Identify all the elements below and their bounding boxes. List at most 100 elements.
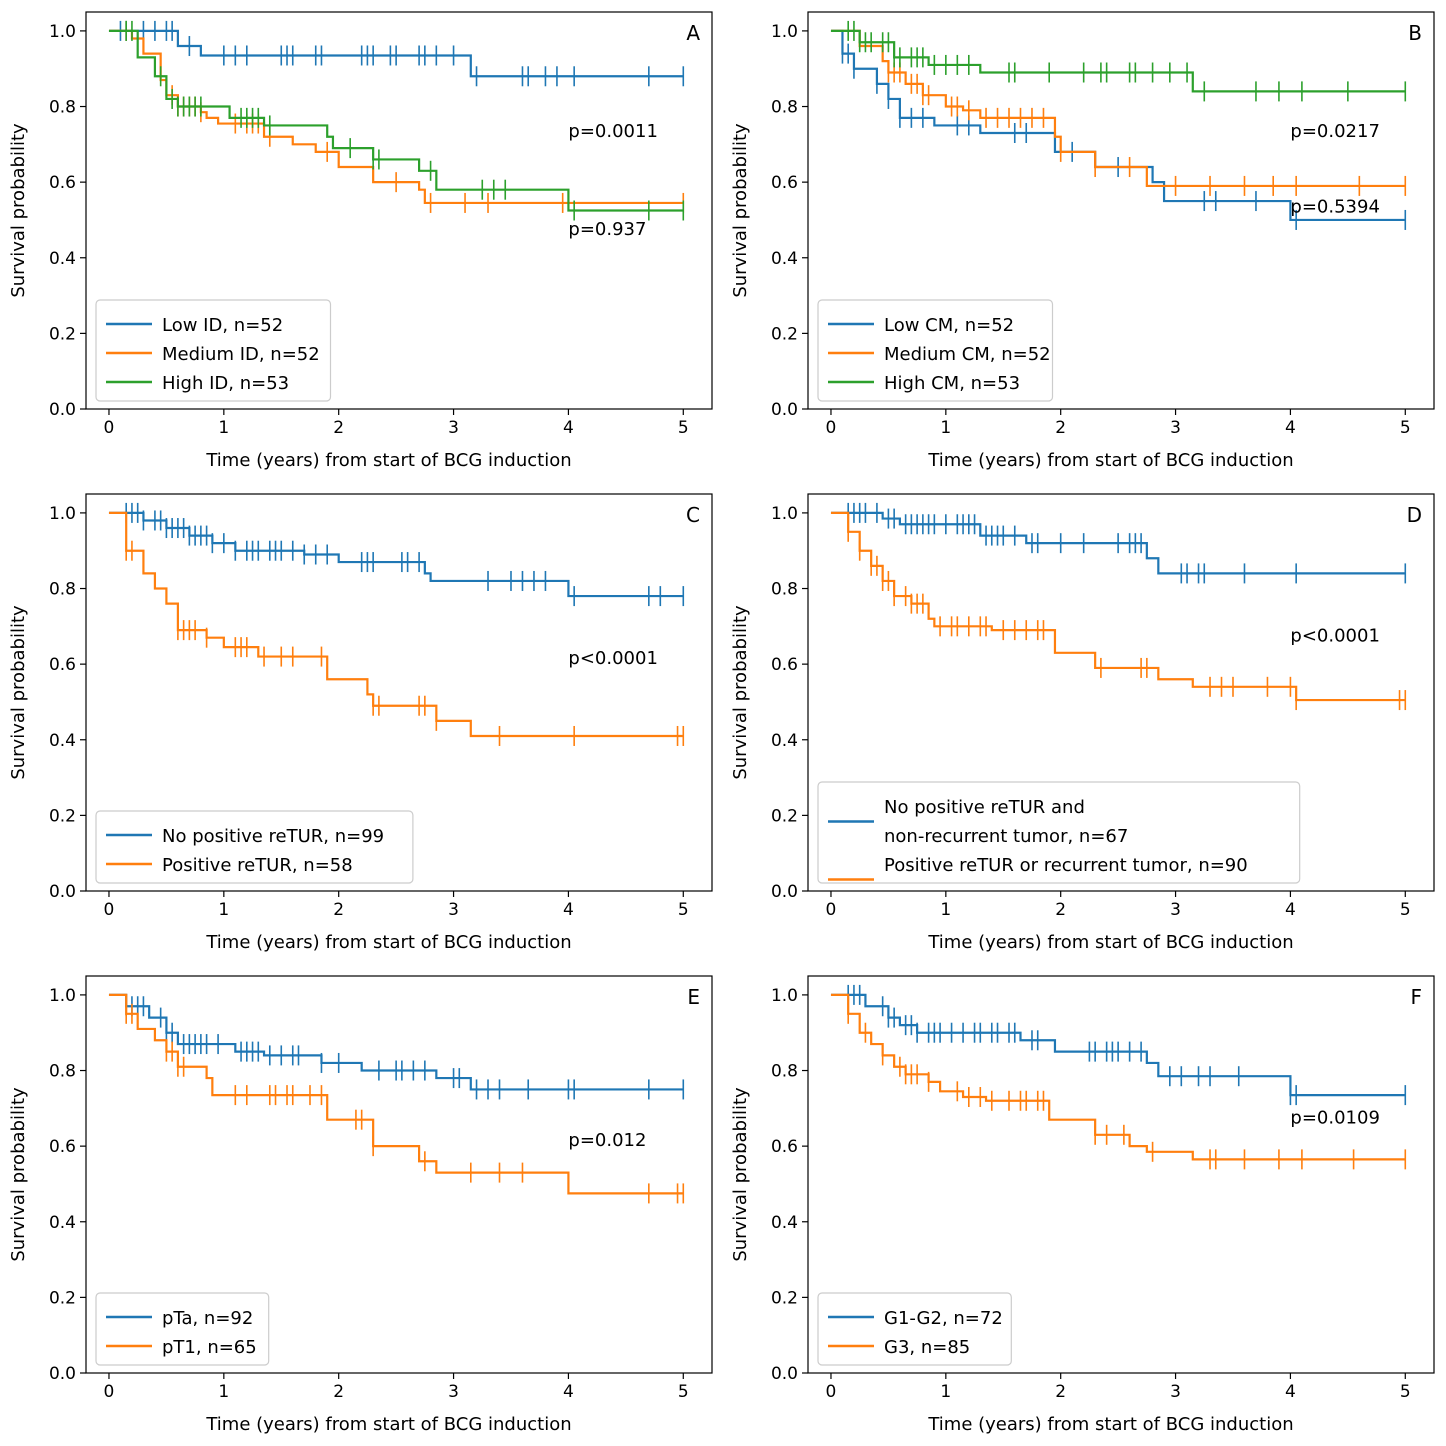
legend-label: G3, n=85 bbox=[884, 1337, 970, 1358]
p-value-annotation: p=0.937 bbox=[568, 219, 646, 240]
km-curve-2 bbox=[830, 29, 1406, 188]
legend: G1-G2, n=72 G3, n=85 bbox=[817, 1292, 1012, 1366]
x-tick-label: 1 bbox=[218, 900, 229, 920]
y-axis-label: Survival probability bbox=[730, 123, 751, 298]
km-curve-2 bbox=[108, 511, 684, 738]
legend: Low CM, n=52 Medium CM, n=52 High CM, n=53 bbox=[817, 299, 1054, 402]
legend-label: Medium CM, n=52 bbox=[884, 344, 1051, 365]
y-tick-label: 0.2 bbox=[771, 324, 798, 344]
x-axis-label: Time (years) from start of BCG induction bbox=[927, 1414, 1293, 1435]
x-tick-label: 5 bbox=[1400, 1382, 1411, 1402]
x-tick-label: 1 bbox=[218, 418, 229, 438]
p-value-annotation: p=0.5394 bbox=[1290, 196, 1380, 217]
x-tick-label: 0 bbox=[826, 1382, 837, 1402]
y-tick-label: 0.6 bbox=[49, 1137, 76, 1157]
plot-frame bbox=[807, 493, 1435, 892]
x-axis-label: Time (years) from start of BCG induction bbox=[205, 450, 571, 471]
y-tick-label: 0.8 bbox=[49, 1062, 76, 1082]
x-tick-label: 1 bbox=[940, 1382, 951, 1402]
y-tick-label: 0.0 bbox=[771, 882, 798, 902]
y-tick-label: 0.8 bbox=[771, 98, 798, 118]
km-curve-2 bbox=[830, 511, 1406, 702]
x-axis-label: Time (years) from start of BCG induction bbox=[205, 1414, 571, 1435]
y-tick-label: 1.0 bbox=[771, 22, 798, 42]
y-tick-label: 0.6 bbox=[49, 655, 76, 675]
y-axis-label: Survival probability bbox=[8, 605, 29, 780]
y-tick-label: 0.8 bbox=[771, 580, 798, 600]
km-curve-2 bbox=[830, 993, 1406, 1161]
y-tick-label: 0.8 bbox=[49, 580, 76, 600]
p-value-annotation: p=0.0217 bbox=[1290, 121, 1380, 142]
legend-label: High CM, n=53 bbox=[884, 373, 1020, 394]
y-axis-label: Survival probability bbox=[730, 1087, 751, 1262]
p-value-annotation: p=0.0011 bbox=[568, 121, 658, 142]
legend-label: Medium ID, n=52 bbox=[162, 344, 320, 365]
p-value-annotation: p=0.0109 bbox=[1290, 1107, 1380, 1128]
x-tick-label: 0 bbox=[826, 900, 837, 920]
km-curve-2 bbox=[108, 993, 684, 1195]
y-tick-label: 0.4 bbox=[771, 249, 798, 269]
y-tick-label: 0.0 bbox=[49, 882, 76, 902]
y-axis-label: Survival probability bbox=[8, 1087, 29, 1262]
panel-e: 0 1 2 3 4 5 0.0 0.2 0.4 0.6 0.8 1.0 Time (years) fro… bbox=[8, 975, 713, 1435]
y-tick-label: 0.8 bbox=[771, 1062, 798, 1082]
y-tick-label: 0.4 bbox=[49, 1213, 76, 1233]
legend-label: pTa, n=92 bbox=[162, 1308, 253, 1329]
x-axis-label: Time (years) from start of BCG induction bbox=[927, 932, 1293, 953]
km-curve-3 bbox=[108, 29, 684, 212]
p-value-annotation: p<0.0001 bbox=[568, 648, 658, 669]
legend-frame bbox=[817, 299, 1054, 402]
legend-label: No positive reTUR, n=99 bbox=[162, 826, 384, 847]
x-tick-label: 2 bbox=[1055, 1382, 1066, 1402]
x-tick-label: 4 bbox=[563, 418, 574, 438]
x-tick-label: 0 bbox=[104, 1382, 115, 1402]
x-tick-label: 5 bbox=[1400, 418, 1411, 438]
panel-letter: A bbox=[686, 21, 700, 45]
y-axis-label: Survival probability bbox=[730, 605, 751, 780]
y-tick-label: 1.0 bbox=[49, 986, 76, 1006]
y-axis-label: Survival probability bbox=[8, 123, 29, 298]
y-tick-label: 0.6 bbox=[771, 655, 798, 675]
y-tick-label: 0.4 bbox=[49, 731, 76, 751]
legend-label: Positive reTUR or recurrent tumor, n=90 bbox=[884, 855, 1248, 876]
legend-label: Low CM, n=52 bbox=[884, 315, 1014, 336]
y-tick-label: 1.0 bbox=[771, 986, 798, 1006]
km-curve-2 bbox=[108, 29, 684, 205]
x-tick-label: 4 bbox=[1285, 418, 1296, 438]
plot-frame bbox=[85, 11, 713, 410]
y-tick-label: 0.0 bbox=[771, 400, 798, 420]
panel-d: 0 1 2 3 4 5 0.0 0.2 0.4 0.6 0.8 1.0 Time (years) fro… bbox=[730, 493, 1435, 953]
x-tick-label: 5 bbox=[678, 1382, 689, 1402]
legend-label: Low ID, n=52 bbox=[162, 315, 283, 336]
panel-c: 0 1 2 3 4 5 0.0 0.2 0.4 0.6 0.8 1.0 Time (years) fro… bbox=[8, 493, 713, 953]
x-tick-label: 0 bbox=[826, 418, 837, 438]
panel-b: 0 1 2 3 4 5 0.0 0.2 0.4 0.6 0.8 1.0 Time (years) fro… bbox=[730, 11, 1435, 471]
y-tick-label: 0.6 bbox=[49, 173, 76, 193]
legend-label: High ID, n=53 bbox=[162, 373, 289, 394]
y-tick-label: 0.2 bbox=[49, 806, 76, 826]
x-tick-label: 2 bbox=[333, 418, 344, 438]
p-value-annotation: p<0.0001 bbox=[1290, 625, 1380, 646]
plot-frame bbox=[807, 11, 1435, 410]
y-tick-label: 0.0 bbox=[771, 1364, 798, 1384]
y-tick-label: 0.4 bbox=[49, 249, 76, 269]
plot-frame bbox=[85, 493, 713, 892]
panel-letter: B bbox=[1408, 21, 1422, 45]
x-tick-label: 4 bbox=[563, 900, 574, 920]
y-tick-label: 1.0 bbox=[771, 504, 798, 524]
y-tick-label: 1.0 bbox=[49, 22, 76, 42]
legend: No positive reTUR and non-recurrent tumor… bbox=[817, 781, 1301, 884]
y-tick-label: 0.6 bbox=[771, 173, 798, 193]
x-tick-label: 5 bbox=[678, 418, 689, 438]
x-tick-label: 4 bbox=[563, 1382, 574, 1402]
y-tick-label: 0.2 bbox=[771, 1288, 798, 1308]
y-tick-label: 0.6 bbox=[771, 1137, 798, 1157]
panel-f: 0 1 2 3 4 5 0.0 0.2 0.4 0.6 0.8 1.0 Time (years) fro… bbox=[730, 975, 1435, 1435]
x-tick-label: 0 bbox=[104, 418, 115, 438]
x-tick-label: 2 bbox=[1055, 900, 1066, 920]
legend: No positive reTUR, n=99 Positive reTUR, n… bbox=[95, 810, 414, 884]
y-tick-label: 0.2 bbox=[49, 1288, 76, 1308]
y-tick-label: 0.0 bbox=[49, 400, 76, 420]
x-tick-label: 5 bbox=[678, 900, 689, 920]
